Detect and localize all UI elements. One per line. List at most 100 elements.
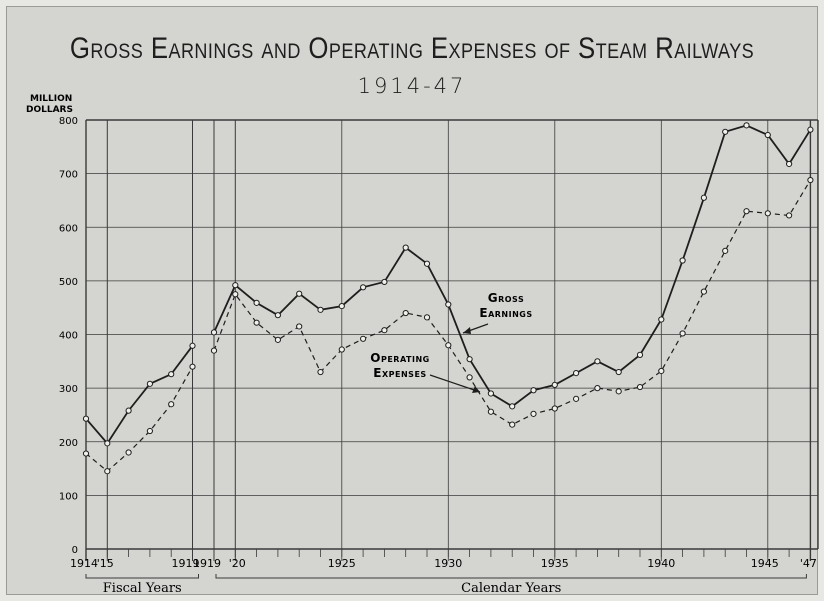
y-axis-label: MILLION xyxy=(30,94,72,104)
annotation-gross-earnings: Gross xyxy=(488,291,524,305)
gross-earnings-point xyxy=(82,415,90,422)
group-label-calendar: Calendar Years xyxy=(461,581,561,596)
gross-earnings-point xyxy=(466,356,473,363)
y-tick-label: 700 xyxy=(59,170,78,181)
x-tick-label: 1919 xyxy=(172,557,200,570)
gross-earnings-point xyxy=(700,194,708,201)
gross-earnings-point xyxy=(509,403,516,410)
annotation-gross-earnings: Earnings xyxy=(479,306,532,320)
operating-expenses-point xyxy=(445,342,452,349)
operating-expenses-point xyxy=(466,374,473,381)
operating-expenses-point xyxy=(615,388,622,395)
operating-expenses-point xyxy=(722,247,729,254)
chart-title: Gross Earnings and Operating Expenses of… xyxy=(69,32,755,65)
operating-expenses-point xyxy=(573,395,580,402)
group-bracket-calendar xyxy=(215,574,807,579)
operating-expenses-point xyxy=(189,363,196,370)
operating-expenses-point xyxy=(232,291,239,298)
gross-earnings-point xyxy=(679,257,686,264)
annotation-arrow xyxy=(429,374,481,393)
gross-earnings-line-fiscal xyxy=(85,345,194,445)
operating-expenses-point xyxy=(338,346,345,353)
operating-expenses-line-calendar xyxy=(213,179,811,426)
x-tick-label: 1945 xyxy=(751,557,779,570)
operating-expenses-point xyxy=(594,385,601,392)
y-tick-label: 200 xyxy=(59,438,78,449)
gross-earnings-point xyxy=(338,302,345,310)
operating-expenses-point xyxy=(317,368,324,376)
y-axis-label: DOLLARS xyxy=(26,105,73,115)
gross-earnings-point xyxy=(786,160,793,168)
gross-earnings-point xyxy=(573,370,580,377)
gross-earnings-point xyxy=(594,358,601,365)
chart-subtitle: 1914-47 xyxy=(357,74,467,98)
x-tick-label: 1919 xyxy=(193,557,221,570)
operating-expenses-point xyxy=(125,449,132,456)
operating-expenses-point xyxy=(700,288,708,295)
operating-expenses-point xyxy=(253,319,260,326)
operating-expenses-point xyxy=(381,327,388,334)
operating-expenses-point xyxy=(658,367,665,375)
operating-expenses-point xyxy=(487,408,494,415)
y-tick-label: 400 xyxy=(59,331,78,342)
gross-earnings-point xyxy=(296,290,303,297)
group-bracket-fiscal xyxy=(85,574,199,579)
gross-earnings-point xyxy=(722,128,729,135)
operating-expenses-point xyxy=(743,208,750,215)
gross-earnings-point xyxy=(636,351,644,358)
operating-expenses-point xyxy=(636,383,644,391)
gross-earnings-point xyxy=(487,390,494,397)
gross-earnings-point xyxy=(104,440,111,447)
y-tick-label: 600 xyxy=(59,223,78,234)
operating-expenses-point xyxy=(786,212,793,219)
operating-expenses-point xyxy=(509,421,516,428)
operating-expenses-point xyxy=(82,450,90,457)
gross-earnings-point xyxy=(168,371,175,378)
gross-earnings-line-calendar xyxy=(213,124,812,408)
annotation-operating-expenses: Expenses xyxy=(373,366,426,380)
gross-earnings-point xyxy=(146,380,153,387)
gross-earnings-point xyxy=(615,368,622,376)
y-tick-label: 0 xyxy=(72,545,78,556)
y-tick-label: 500 xyxy=(59,277,78,288)
gross-earnings-point xyxy=(551,381,558,389)
operating-expenses-point xyxy=(360,335,367,342)
gross-earnings-point xyxy=(658,316,665,323)
operating-expenses-point xyxy=(274,336,281,343)
y-tick-label: 800 xyxy=(59,116,78,127)
operating-expenses-point xyxy=(168,401,175,408)
gross-earnings-point xyxy=(381,278,388,286)
gross-earnings-point xyxy=(764,131,771,139)
x-tick-label: '20 xyxy=(229,557,246,570)
operating-expenses-point xyxy=(210,347,218,354)
x-tick-label: 1930 xyxy=(434,557,462,570)
operating-expenses-point xyxy=(296,323,303,330)
operating-expenses-line-fiscal xyxy=(85,366,194,472)
gross-earnings-point xyxy=(423,260,431,267)
chart-frame xyxy=(6,6,818,595)
x-tick-label: '47 xyxy=(800,557,817,570)
operating-expenses-point xyxy=(402,309,409,317)
gross-earnings-point xyxy=(402,244,409,251)
gross-earnings-point xyxy=(530,387,537,394)
gross-earnings-point xyxy=(445,301,452,308)
gross-earnings-point xyxy=(253,299,260,306)
gross-earnings-point xyxy=(807,126,814,133)
operating-expenses-point xyxy=(679,330,686,337)
x-tick-label: 1914 xyxy=(70,557,98,570)
gross-earnings-point xyxy=(743,122,750,129)
gross-earnings-point xyxy=(189,342,196,349)
x-tick-label: 1935 xyxy=(541,557,569,570)
y-tick-label: 100 xyxy=(59,491,78,502)
x-tick-label: '15 xyxy=(97,557,114,570)
gross-earnings-point xyxy=(274,312,281,319)
annotation-arrowhead xyxy=(463,327,471,334)
operating-expenses-point xyxy=(530,410,537,417)
gross-earnings-point xyxy=(232,282,239,289)
annotation-arrowhead xyxy=(472,386,480,393)
operating-expenses-point xyxy=(104,468,111,475)
gross-earnings-point xyxy=(210,329,218,336)
gross-earnings-point xyxy=(125,407,132,414)
operating-expenses-point xyxy=(764,210,771,217)
